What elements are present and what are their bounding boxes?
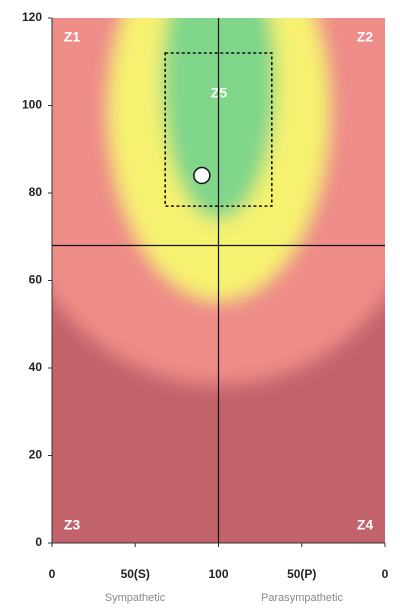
zone-label: Z5 — [211, 85, 228, 101]
x-tick-label: 0 — [49, 567, 56, 581]
x-axis-label: Sympathetic — [105, 592, 166, 604]
y-tick-label: 40 — [29, 360, 43, 374]
current-point — [193, 166, 211, 185]
y-tick-label: 100 — [22, 98, 42, 112]
x-tick-label: 50(P) — [287, 567, 316, 581]
y-tick-label: 60 — [29, 273, 43, 287]
x-tick-label: 0 — [382, 567, 389, 581]
zone-background — [52, 18, 385, 543]
zone-label: Z4 — [357, 517, 374, 533]
y-tick-label: 20 — [29, 448, 43, 462]
x-axis-label: Parasympathetic — [261, 592, 343, 604]
x-tick-label: 50(S) — [121, 567, 150, 581]
y-tick-label: 120 — [22, 10, 42, 24]
y-tick-label: 80 — [29, 185, 43, 199]
zone-label: Z2 — [357, 29, 374, 45]
x-tick-label: 100 — [208, 567, 228, 581]
target-zone — [164, 52, 273, 207]
zone-label: Z1 — [64, 29, 81, 45]
zone-label: Z3 — [64, 517, 81, 533]
y-tick-label: 0 — [35, 535, 42, 549]
